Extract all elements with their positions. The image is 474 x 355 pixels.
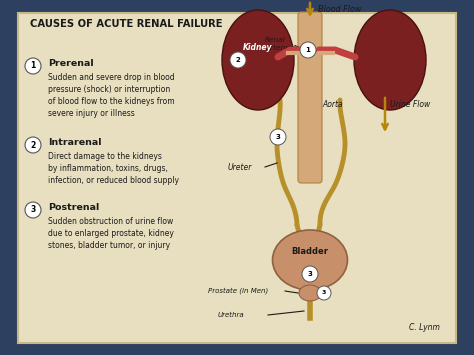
Text: Urethra: Urethra	[218, 312, 245, 318]
Text: 1: 1	[30, 61, 36, 71]
Circle shape	[317, 286, 331, 300]
Text: 2: 2	[236, 57, 240, 63]
Text: Sudden and severe drop in blood
pressure (shock) or interruption
of blood flow t: Sudden and severe drop in blood pressure…	[48, 73, 174, 119]
Text: Sudden obstruction of urine flow
due to enlarged prostate, kidney
stones, bladde: Sudden obstruction of urine flow due to …	[48, 217, 174, 250]
Text: 3: 3	[308, 271, 312, 277]
Text: Direct damage to the kidneys
by inflammation, toxins, drugs,
infection, or reduc: Direct damage to the kidneys by inflamma…	[48, 152, 179, 185]
Text: Urine Flow: Urine Flow	[390, 100, 430, 109]
Circle shape	[302, 266, 318, 282]
Circle shape	[230, 52, 246, 68]
Text: Postrenal: Postrenal	[48, 203, 99, 212]
FancyBboxPatch shape	[298, 12, 322, 183]
Text: Intrarenal: Intrarenal	[48, 138, 101, 147]
Text: Kidney: Kidney	[243, 44, 273, 53]
FancyBboxPatch shape	[18, 13, 456, 343]
Ellipse shape	[354, 10, 426, 110]
Text: 3: 3	[30, 206, 36, 214]
Text: 2: 2	[30, 141, 36, 149]
Text: C. Lynm: C. Lynm	[409, 322, 440, 332]
Text: 3: 3	[322, 290, 326, 295]
Ellipse shape	[222, 10, 294, 110]
Text: 1: 1	[306, 47, 310, 53]
Circle shape	[270, 129, 286, 145]
Text: Blood Flow: Blood Flow	[318, 5, 361, 14]
Text: 3: 3	[275, 134, 281, 140]
Circle shape	[25, 58, 41, 74]
Text: Prostate (in Men): Prostate (in Men)	[208, 288, 268, 294]
Text: Aorta: Aorta	[322, 100, 343, 109]
Circle shape	[25, 202, 41, 218]
Text: CAUSES OF ACUTE RENAL FAILURE: CAUSES OF ACUTE RENAL FAILURE	[30, 19, 222, 29]
Text: Prerenal: Prerenal	[48, 59, 94, 68]
Ellipse shape	[299, 285, 321, 301]
Circle shape	[25, 137, 41, 153]
Text: Bladder: Bladder	[292, 247, 328, 257]
Text: Renal
Artery: Renal Artery	[265, 37, 288, 51]
Circle shape	[300, 42, 316, 58]
Ellipse shape	[273, 230, 347, 290]
Text: Ureter: Ureter	[228, 163, 252, 171]
